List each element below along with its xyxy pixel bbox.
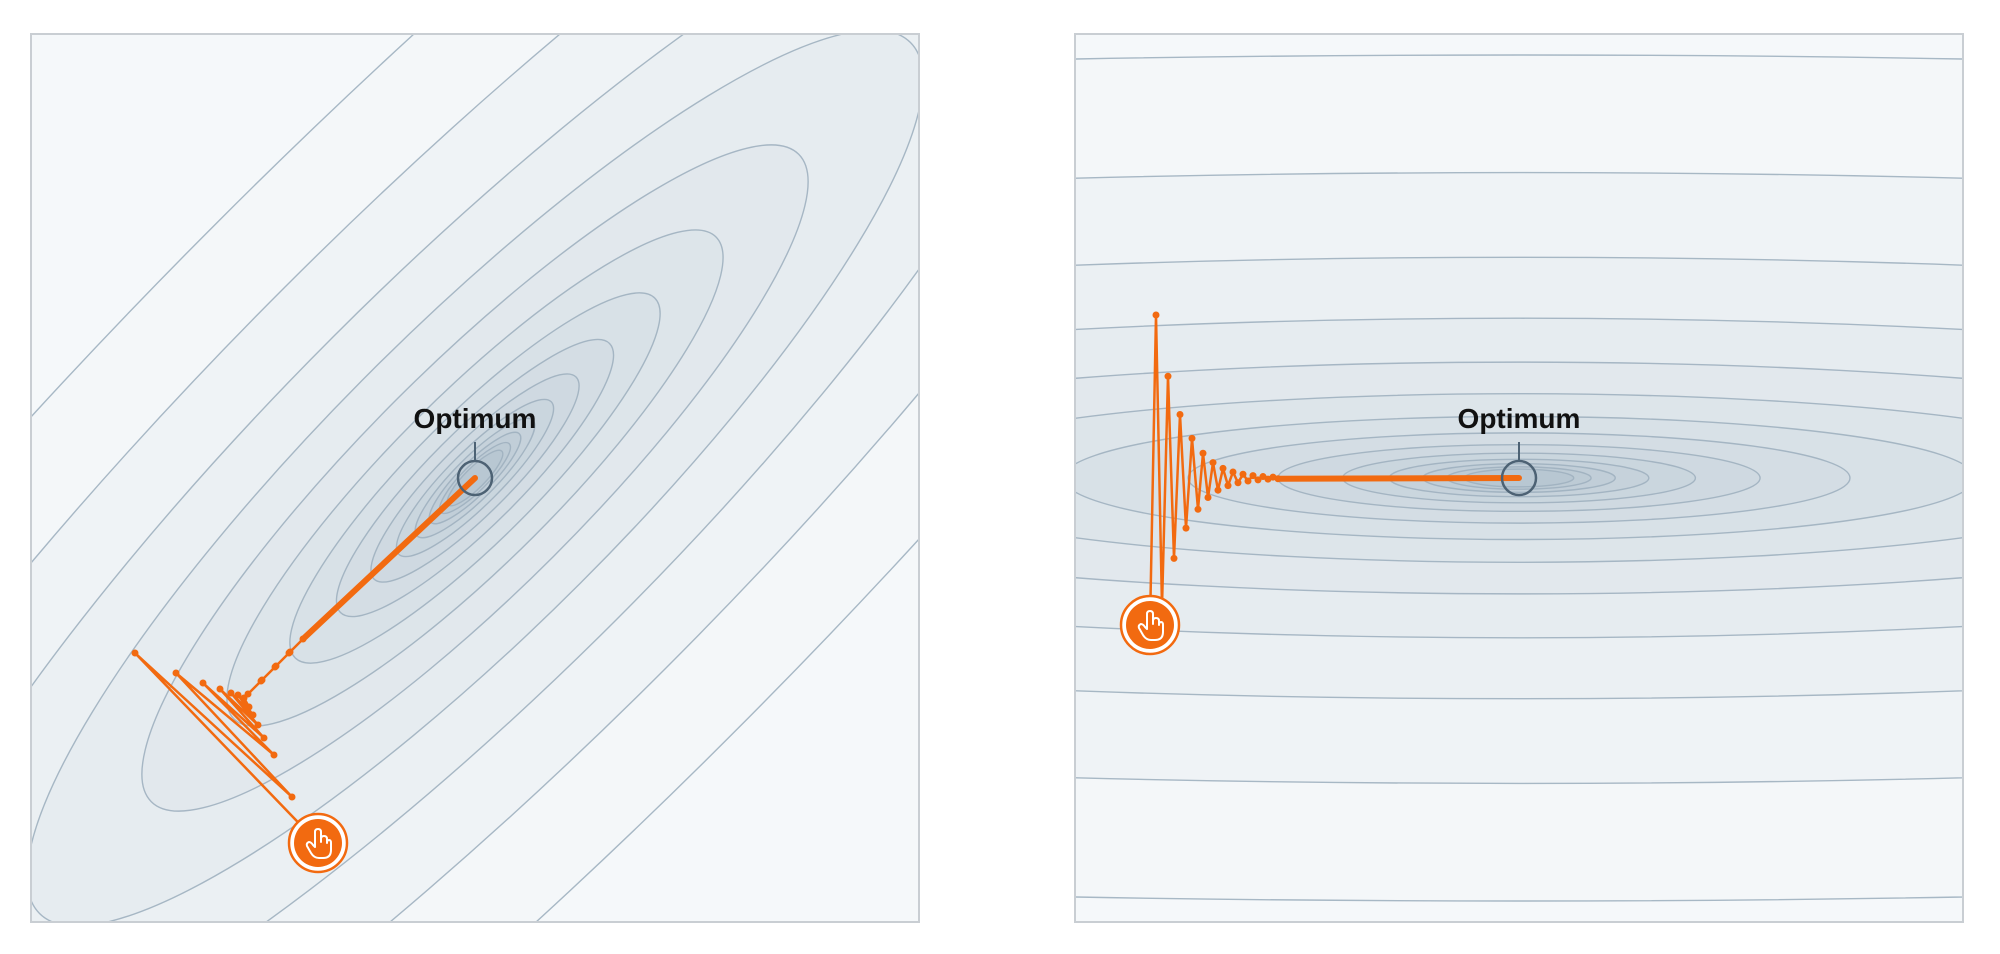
path-point (1182, 524, 1190, 532)
path-point (272, 662, 280, 670)
path-point (288, 793, 296, 801)
left-drag-handle[interactable] (287, 812, 349, 874)
path-point (260, 734, 268, 742)
path-point (1239, 470, 1247, 478)
path-point (172, 669, 180, 677)
path-point (1219, 464, 1227, 472)
path-point (1164, 372, 1172, 380)
path-converged (300, 475, 478, 642)
left-optimum-label: Optimum (414, 403, 537, 434)
path-point (1152, 311, 1160, 319)
right-optimum-marker (1500, 442, 1538, 497)
path-point (1194, 505, 1202, 513)
left-gradient-path (131, 475, 478, 844)
path-point (1224, 482, 1232, 490)
path-point (1170, 554, 1178, 562)
path-point (244, 690, 252, 698)
path-point (249, 711, 257, 719)
path-point (1234, 479, 1242, 487)
path-point (1229, 468, 1237, 476)
left-contour-plot: Optimum (32, 35, 918, 921)
path-point (1204, 494, 1212, 502)
path-point (1176, 411, 1184, 419)
path-point (1244, 477, 1252, 485)
path-point (216, 685, 224, 693)
left-contour-panel: Optimum (30, 33, 920, 923)
pointer-hand-icon (1137, 610, 1164, 641)
path-point (270, 751, 278, 759)
path-point (1254, 476, 1262, 484)
path-point (1209, 459, 1217, 467)
path-point (131, 649, 139, 657)
right-drag-handle[interactable] (1119, 594, 1181, 656)
path-point (1199, 449, 1207, 457)
right-optimum-label: Optimum (1458, 403, 1581, 434)
path-point (234, 691, 242, 699)
path-point (1214, 486, 1222, 494)
left-optimum-marker (456, 442, 494, 497)
path-point (254, 721, 262, 729)
path-point (1188, 434, 1196, 442)
pointer-hand-icon (305, 828, 332, 859)
path-point (199, 679, 207, 687)
path-converged (1275, 475, 1522, 482)
path-point (258, 676, 266, 684)
path-point (286, 648, 294, 656)
path-point (245, 703, 253, 711)
right-contour-plot: Optimum (1076, 35, 1962, 921)
path-point (1249, 472, 1257, 480)
path-point (227, 689, 235, 697)
right-contour-panel: Optimum (1074, 33, 1964, 923)
